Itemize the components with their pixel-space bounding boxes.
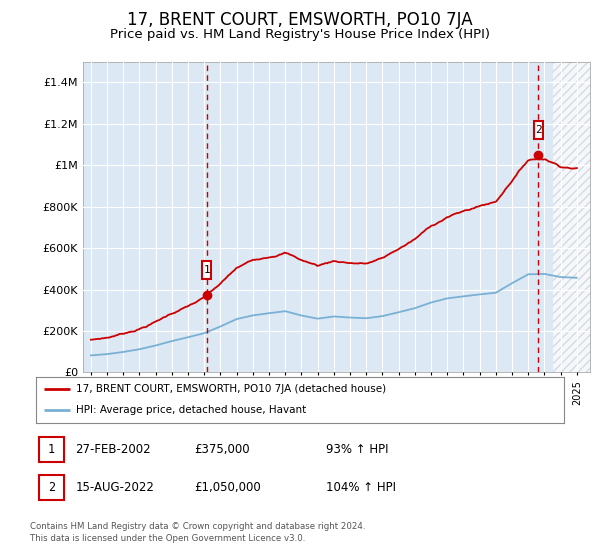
Text: 2: 2 [48,480,55,494]
Text: 93% ↑ HPI: 93% ↑ HPI [326,442,389,456]
Text: 17, BRENT COURT, EMSWORTH, PO10 7JA: 17, BRENT COURT, EMSWORTH, PO10 7JA [127,11,473,29]
FancyBboxPatch shape [38,475,64,500]
FancyBboxPatch shape [38,437,64,461]
Text: 2: 2 [535,125,542,135]
Text: £1,050,000: £1,050,000 [194,480,261,494]
Text: 15-AUG-2022: 15-AUG-2022 [76,480,154,494]
FancyBboxPatch shape [534,120,543,139]
Text: 1: 1 [48,442,55,456]
Text: 17, BRENT COURT, EMSWORTH, PO10 7JA (detached house): 17, BRENT COURT, EMSWORTH, PO10 7JA (det… [76,384,386,394]
Text: Contains HM Land Registry data © Crown copyright and database right 2024.
This d: Contains HM Land Registry data © Crown c… [30,522,365,543]
Text: HPI: Average price, detached house, Havant: HPI: Average price, detached house, Hava… [76,405,306,416]
Text: 104% ↑ HPI: 104% ↑ HPI [326,480,397,494]
Text: £375,000: £375,000 [194,442,250,456]
Text: 27-FEB-2002: 27-FEB-2002 [76,442,151,456]
Text: 1: 1 [203,265,210,275]
FancyBboxPatch shape [202,260,211,279]
Text: Price paid vs. HM Land Registry's House Price Index (HPI): Price paid vs. HM Land Registry's House … [110,28,490,41]
